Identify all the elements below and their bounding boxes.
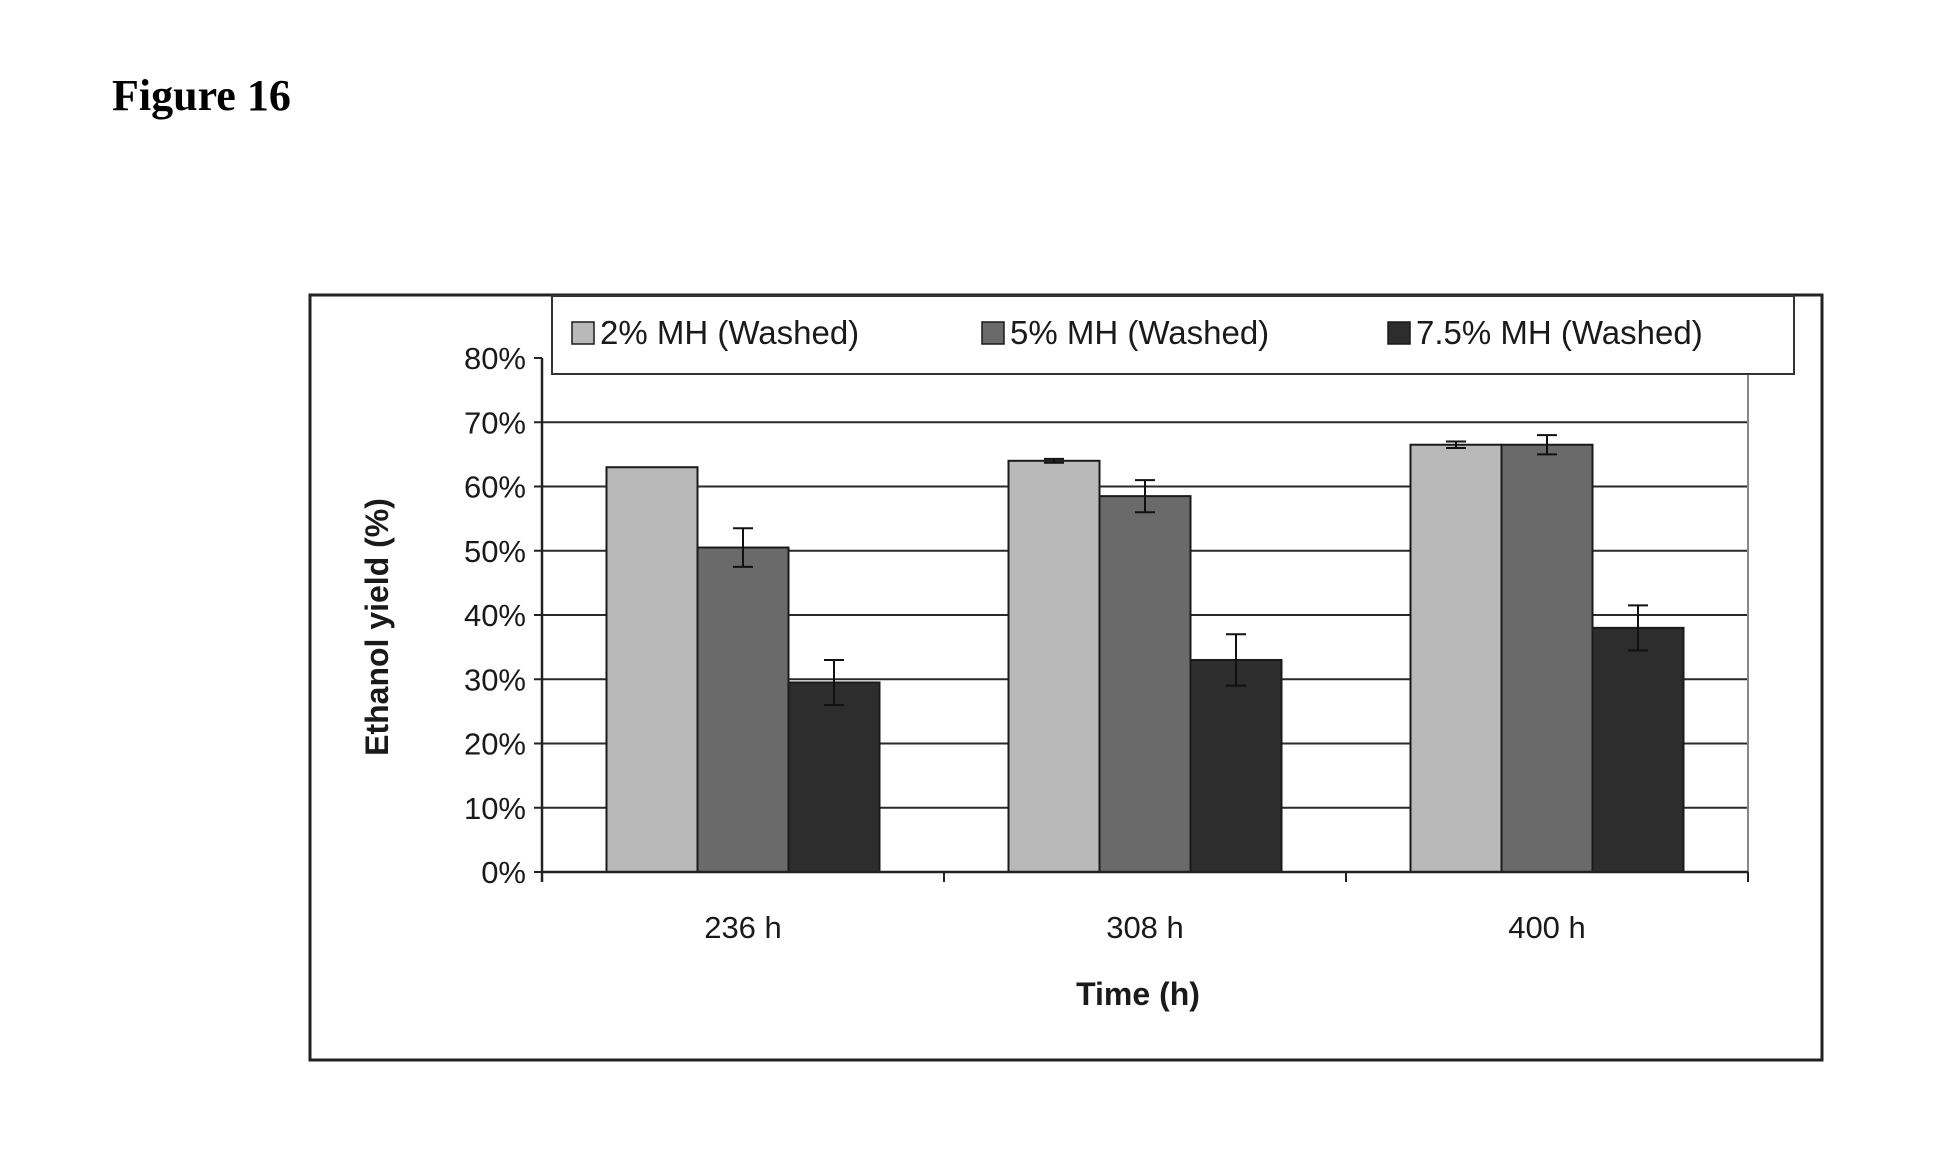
bar [1189,658,1283,873]
x-tick-label: 400 h [1508,910,1586,945]
x-tick-labels: 236 h 308 h 400 h [704,910,1586,945]
y-tick-label: 40% [464,598,526,633]
bar [1500,443,1594,873]
y-axis-title: Ethanol yield (%) [359,498,395,756]
x-tick-label: 308 h [1106,910,1184,945]
x-tick-label: 236 h [704,910,782,945]
error-bars [733,434,1648,706]
bar [605,466,699,873]
y-tick-label: 60% [464,470,526,505]
y-tick-label: 70% [464,405,526,440]
x-axis-title: Time (h) [1076,976,1200,1012]
bar [1409,443,1503,873]
legend-label: 2% MH (Washed) [600,314,859,351]
bar [1591,626,1685,873]
legend-label: 7.5% MH (Washed) [1416,314,1703,351]
y-tick-label: 50% [464,534,526,569]
y-tick-labels: 0% 10% 20% 30% 40% 50% 60% 70% 80% [464,341,526,890]
y-tick-label: 0% [481,855,526,890]
bar [787,681,881,874]
y-tick-label: 80% [464,341,526,376]
legend-swatch [571,321,595,345]
legend: 2% MH (Washed) 5% MH (Washed) 7.5% MH (Was… [551,295,1795,375]
bar [1007,459,1101,873]
legend-swatch [1387,321,1411,345]
y-tick-label: 30% [464,662,526,697]
y-tick-label: 20% [464,727,526,762]
legend-box [551,295,1795,375]
legend-swatch [981,321,1005,345]
bar [1098,495,1192,873]
figure-label: Figure 16 [112,71,291,120]
y-tick-label: 10% [464,791,526,826]
axes [534,357,1749,882]
bar [696,546,790,873]
legend-label: 5% MH (Washed) [1010,314,1269,351]
